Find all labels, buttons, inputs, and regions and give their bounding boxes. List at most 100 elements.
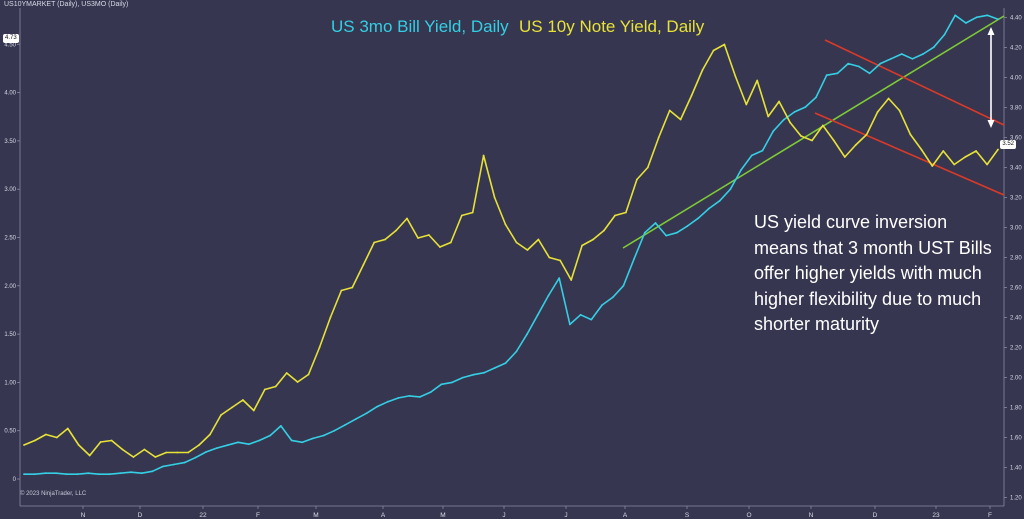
right-tick-label: 4.20 xyxy=(1010,46,1022,52)
point-3mo-bill xyxy=(943,33,946,36)
point-3mo-bill xyxy=(387,400,389,403)
point-3mo-bill xyxy=(247,443,250,446)
point-10y-note xyxy=(997,148,999,151)
point-10y-note xyxy=(811,139,813,142)
point-10y-note xyxy=(636,178,638,181)
point-10y-note xyxy=(209,433,211,436)
point-3mo-bill xyxy=(676,231,678,234)
right-tick-label: 3.00 xyxy=(1010,226,1022,232)
point-3mo-bill xyxy=(280,425,282,427)
spread-arrow-head-down xyxy=(987,120,995,128)
point-10y-note xyxy=(187,451,190,454)
point-3mo-bill xyxy=(183,461,186,464)
x-tick-label: D xyxy=(138,512,143,519)
point-3mo-bill xyxy=(172,463,175,466)
x-tick-label: O xyxy=(746,512,751,519)
point-3mo-bill xyxy=(269,434,272,437)
x-tick-label: F xyxy=(988,512,992,519)
point-3mo-bill xyxy=(590,318,593,321)
point-3mo-bill xyxy=(23,473,25,476)
point-3mo-bill xyxy=(654,222,657,224)
point-10y-note xyxy=(439,246,441,248)
point-10y-note xyxy=(318,346,321,349)
point-3mo-bill xyxy=(665,234,668,237)
point-3mo-bill xyxy=(708,207,710,210)
point-10y-note xyxy=(712,49,715,52)
point-10y-note xyxy=(931,165,934,167)
point-3mo-bill xyxy=(472,373,475,376)
point-3mo-bill xyxy=(890,57,892,60)
point-3mo-bill xyxy=(108,473,111,476)
point-10y-note xyxy=(329,316,332,319)
copyright: © 2023 NinjaTrader, LLC xyxy=(20,491,87,497)
point-3mo-bill xyxy=(419,396,421,398)
point-3mo-bill xyxy=(119,472,122,475)
point-10y-note xyxy=(406,217,408,220)
point-3mo-bill xyxy=(772,130,775,133)
point-10y-note xyxy=(548,256,551,259)
point-3mo-bill xyxy=(344,424,346,426)
right-tick-label: 3.60 xyxy=(1010,136,1022,142)
left-tick-label: 2.00 xyxy=(4,284,16,290)
point-3mo-bill xyxy=(858,65,860,68)
point-3mo-bill xyxy=(836,72,839,75)
trend-channel-upper-red xyxy=(824,39,1005,126)
right-tick-label: 3.40 xyxy=(1010,166,1022,172)
point-10y-note xyxy=(110,439,113,442)
point-3mo-bill xyxy=(729,188,732,191)
point-10y-note xyxy=(778,100,780,103)
point-10y-note xyxy=(220,414,222,416)
left-tick-label: 0 xyxy=(13,477,17,483)
point-3mo-bill xyxy=(162,465,165,468)
point-10y-note xyxy=(493,196,496,199)
point-10y-note xyxy=(45,433,47,436)
right-tick-label: 1.80 xyxy=(1010,406,1022,412)
point-3mo-bill xyxy=(718,199,721,202)
point-10y-note xyxy=(515,241,518,244)
point-3mo-bill xyxy=(611,296,614,299)
point-3mo-bill xyxy=(868,72,871,75)
right-tick-label: 2.20 xyxy=(1010,346,1022,352)
left-tick-label: 3.50 xyxy=(4,139,16,145)
point-10y-note xyxy=(471,211,474,214)
x-tick-label: N xyxy=(81,512,86,519)
point-3mo-bill xyxy=(76,473,79,476)
point-3mo-bill xyxy=(290,439,293,442)
point-3mo-bill xyxy=(643,231,646,234)
point-10y-note xyxy=(373,241,376,244)
point-3mo-bill xyxy=(879,62,882,65)
point-3mo-bill xyxy=(740,169,742,171)
point-3mo-bill xyxy=(579,313,582,316)
point-3mo-bill xyxy=(494,367,496,369)
last-value-badge-right: 3.52 xyxy=(1000,140,1016,149)
right-tick-label: 2.40 xyxy=(1010,316,1022,322)
point-10y-note xyxy=(242,399,244,401)
point-10y-note xyxy=(822,124,824,127)
trend-lines xyxy=(622,15,1005,249)
point-3mo-bill xyxy=(536,313,539,316)
point-10y-note xyxy=(745,103,748,106)
point-3mo-bill xyxy=(397,397,400,399)
point-10y-note xyxy=(132,456,135,458)
point-3mo-bill xyxy=(376,405,379,408)
point-10y-note xyxy=(504,223,507,226)
x-tick-label: F xyxy=(256,512,260,519)
point-3mo-bill xyxy=(354,418,357,420)
point-3mo-bill xyxy=(569,323,571,326)
point-3mo-bill xyxy=(130,471,132,474)
right-tick-label: 2.60 xyxy=(1010,286,1022,292)
point-3mo-bill xyxy=(761,149,764,152)
point-10y-note xyxy=(920,148,923,151)
point-3mo-bill xyxy=(633,257,635,260)
point-10y-note xyxy=(362,264,365,266)
point-10y-note xyxy=(975,150,977,152)
right-tick-label: 2.80 xyxy=(1010,256,1022,262)
point-3mo-bill xyxy=(55,472,57,475)
point-3mo-bill xyxy=(44,472,47,475)
point-3mo-bill xyxy=(440,383,443,386)
point-10y-note xyxy=(592,238,594,241)
left-tick-label: 1.50 xyxy=(4,332,16,338)
left-axis: 0 0.50 1.00 1.50 2.00 2.50 3.00 3.50 4.00 4.50 xyxy=(4,42,20,483)
last-value-badge-left: 4.73 xyxy=(3,34,19,43)
